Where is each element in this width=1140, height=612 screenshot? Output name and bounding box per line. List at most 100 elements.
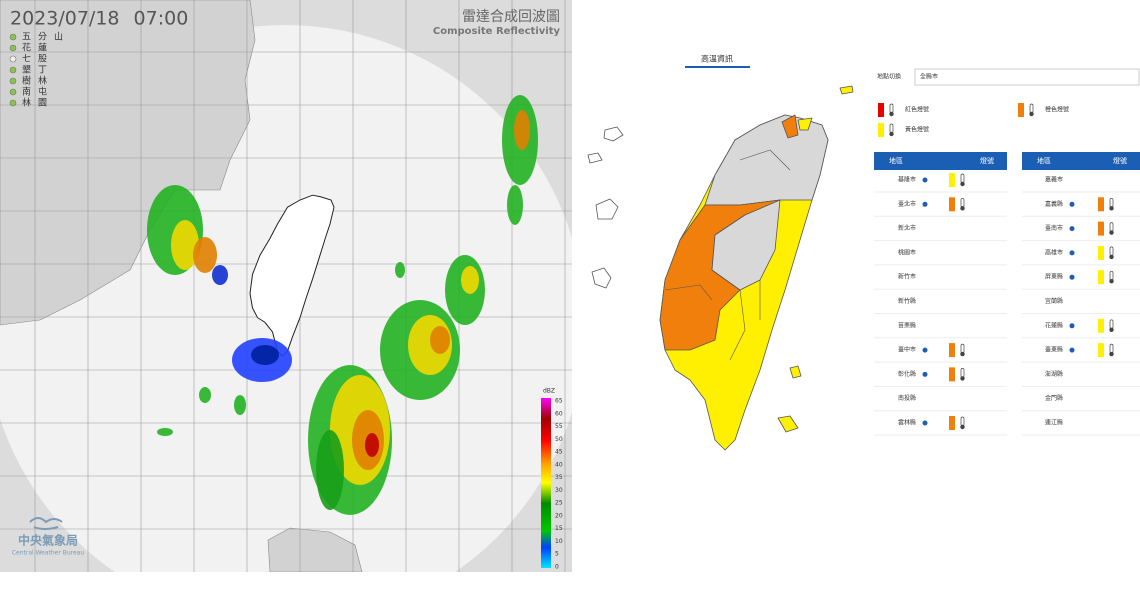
thermometer-bulb [889,111,894,117]
radar-panel: 2023/07/18 07:00 雷達合成回波圖 Composite Refle… [0,0,572,572]
radar-grid [0,0,572,572]
echo [507,185,523,225]
station-name: 五分山 [22,32,70,43]
header-cell: 燈號 [980,156,994,165]
region-name: 新竹縣 [898,297,916,305]
warning-swatch [949,367,955,382]
thermometer-bulb [1109,206,1114,211]
colorbar [541,398,551,568]
station-dot [9,66,17,74]
thermometer-bulb [960,181,965,187]
station-name: 林園 [22,97,54,109]
table-header [1022,152,1140,170]
thermometer-icon [1109,270,1114,281]
switch-value: 全縣市 [920,73,938,81]
station-dot [9,33,17,41]
expand-icon [1069,274,1075,280]
legend-label: 橙色燈號 [1045,106,1069,114]
expand-icon [922,347,928,353]
thermometer-icon [1109,319,1114,330]
expand-icon [922,371,928,377]
echo [395,262,405,278]
luzon-coast [267,527,363,572]
region-name: 新竹市 [898,273,916,281]
colorbar-tick: 45 [555,449,563,456]
colorbar-tick: 15 [555,525,563,532]
warning-swatch [1098,270,1104,285]
legend-swatch [878,103,884,117]
thermometer-bulb [960,206,965,211]
station-name: 花蓮 [22,42,54,54]
echo [157,428,173,436]
colorbar-unit: dBZ [543,388,555,395]
thermometer-bulb [1109,327,1114,332]
echo [316,430,344,510]
heat-title: 高溫資訊 [701,54,733,64]
region-name: 桃園市 [898,248,916,256]
echo [514,110,530,150]
thermometer-bulb [889,131,894,137]
region-name: 彰化縣 [898,370,916,378]
colorbar-tick: 25 [555,500,563,507]
region-name: 花蓮縣 [1045,321,1063,329]
warning-swatch [949,416,955,430]
warning-swatch [1098,318,1104,333]
station-name: 樹林 [22,75,54,87]
agency-logo [29,517,63,530]
radar-title: 雷達合成回波圖 [462,9,560,25]
expand-icon [1069,201,1075,207]
agency-name: 中央氣象局 [18,533,78,548]
region-name: 屏東縣 [1045,273,1063,281]
region-name: 臺南市 [1045,224,1063,232]
location-select[interactable] [914,68,1140,86]
heat-map [587,85,854,451]
colorbar-tick: 40 [555,461,563,468]
expand-icon [1069,226,1075,232]
header-cell: 地區 [1037,156,1051,165]
expand-icon [922,201,928,207]
station-name: 七股 [22,54,54,65]
colorbar-tick: 30 [555,487,563,494]
echo [234,395,246,415]
station-dot [9,55,17,63]
warning-swatch [1098,343,1104,358]
colorbar-tick: 5 [555,551,559,558]
region-name: 嘉義市 [1045,176,1063,184]
station-name: 墾丁 [22,64,54,76]
region-name: 臺東縣 [1045,346,1063,354]
expand-icon [1069,250,1075,256]
warning-swatch [949,343,955,358]
region-name: 嘉義縣 [1045,200,1063,208]
header-cell: 燈號 [1113,156,1127,165]
switch-label: 地點切換 [877,73,901,81]
colorbar-tick: 50 [555,436,563,443]
region-name: 南投縣 [898,394,916,402]
expand-icon [1069,323,1075,329]
legend-label: 紅色燈號 [905,106,929,114]
region-name: 宜蘭縣 [1045,297,1063,305]
echo [461,266,479,294]
echo [193,237,217,273]
region-name: 金門縣 [1045,394,1063,402]
warning-swatch [1098,221,1104,236]
legend-swatch [1018,103,1024,117]
radar-echoes [147,95,538,515]
expand-icon [922,420,928,426]
colorbar-tick: 20 [555,512,563,519]
header-cell: 地區 [889,156,903,165]
thermometer-bulb [960,351,965,357]
thermometer-icon [960,368,965,378]
region-name: 雲林縣 [898,419,916,427]
region-name: 臺中市 [898,346,916,354]
warning-swatch [1098,245,1104,260]
thermometer-icon [1109,222,1114,232]
radar-subtitle: Composite Reflectivity [433,26,561,37]
region-name: 基隆市 [898,176,916,184]
timestamp: 2023/07/18 07:00 [10,8,188,30]
echo [199,387,211,403]
thermometer-icon [889,123,894,134]
